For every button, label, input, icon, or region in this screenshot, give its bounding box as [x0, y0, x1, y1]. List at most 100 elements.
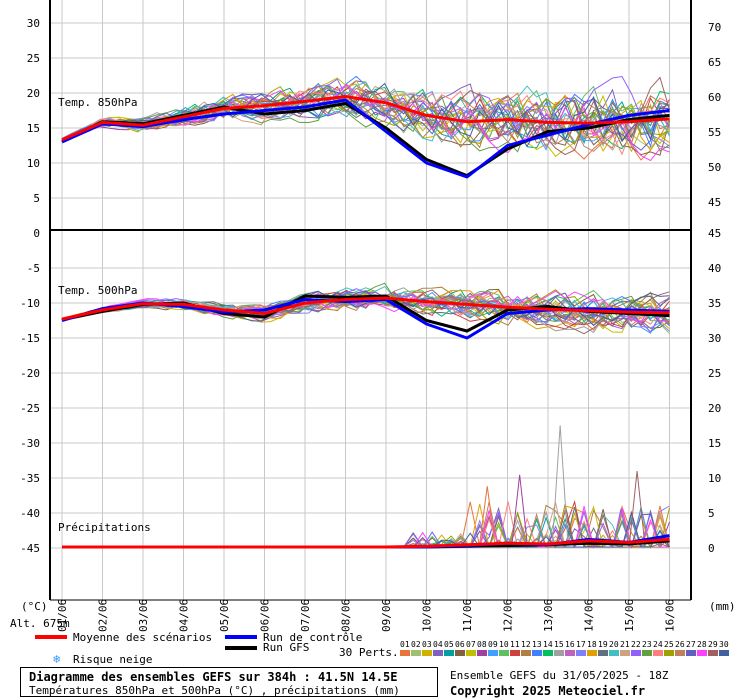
perturbation-legend: 01 02 03 04 05 06 07 08 09 10 11 12 13 14 15 16 17 18 19 20… [400, 640, 729, 656]
y-tick-left: -45 [20, 542, 40, 555]
pert-number: 23 [642, 640, 652, 649]
run-info: Ensemble GEFS du 31/05/2025 - 18Z [450, 669, 669, 682]
precip-peak [551, 425, 569, 548]
x-tick-label: 15/06 [623, 599, 636, 632]
pert-swatch [433, 650, 443, 656]
pert-number: 01 [400, 640, 410, 649]
member-850-line [61, 95, 670, 153]
x-tick-label: 14/06 [583, 599, 596, 632]
pert-swatch [719, 650, 729, 656]
pert-number: 22 [631, 640, 641, 649]
legend-gfs-label: Run GFS [263, 641, 309, 654]
y-tick-left: 15 [27, 122, 40, 135]
y-tick-right: 40 [708, 262, 721, 275]
x-tick-label: 04/06 [178, 599, 191, 632]
pert-number: 14 [543, 640, 553, 649]
pert-swatch [521, 650, 531, 656]
legend-mean-label: Moyenne des scénarios [73, 631, 212, 644]
x-tick-label: 09/06 [380, 599, 393, 632]
x-tick-label: 01/06 [56, 599, 69, 632]
pert-number: 20 [609, 640, 619, 649]
pert-swatch [664, 650, 674, 656]
pert-swatch [466, 650, 476, 656]
member-850-line [61, 76, 670, 156]
y-tick-left: 30 [27, 17, 40, 30]
chart-title-box: Diagramme des ensembles GEFS sur 384h : … [20, 667, 438, 697]
pert-swatch [675, 650, 685, 656]
y-tick-left: 0 [33, 227, 40, 240]
pert-swatch [510, 650, 520, 656]
x-tick-label: 10/06 [421, 599, 434, 632]
pert-number: 27 [686, 640, 696, 649]
y-tick-right: 25 [708, 367, 721, 380]
pert-number: 10 [499, 640, 509, 649]
y-tick-left: -35 [20, 472, 40, 485]
pert-swatch [686, 650, 696, 656]
chart-title: Diagramme des ensembles GEFS sur 384h : … [29, 670, 398, 684]
x-tick-label: 08/06 [340, 599, 353, 632]
chart-subtitle: Températures 850hPa et 500hPa (°C) , pré… [29, 684, 400, 697]
pert-swatch [455, 650, 465, 656]
pert-swatch [565, 650, 575, 656]
pert-number: 30 [719, 640, 729, 649]
pert-swatch [609, 650, 619, 656]
x-tick-label: 06/06 [259, 599, 272, 632]
y-tick-right: 65 [708, 56, 721, 69]
x-tick-label: 05/06 [218, 599, 231, 632]
pert-swatch [488, 650, 498, 656]
precip-peak [511, 474, 529, 548]
pert-number: 15 [554, 640, 564, 649]
pert-swatch [422, 650, 432, 656]
unit-left: (°C) [21, 600, 48, 613]
main-series [61, 95, 670, 549]
x-tick-label: 11/06 [461, 599, 474, 632]
legend-control-label: Run de contrôle [263, 631, 362, 644]
pert-number: 03 [422, 640, 432, 649]
y-tick-right: 5 [708, 507, 715, 520]
member-500-line [61, 290, 670, 323]
y-tick-left: -10 [20, 297, 40, 310]
y-tick-right: 55 [708, 126, 721, 139]
y-tick-right: 50 [708, 161, 721, 174]
pert-number: 18 [587, 640, 597, 649]
y-tick-left: 10 [27, 157, 40, 170]
pert-swatch [532, 650, 542, 656]
y-tick-right: 45 [708, 196, 721, 209]
y-tick-left: -15 [20, 332, 40, 345]
y-tick-right: 70 [708, 21, 721, 34]
x-tick-label: 13/06 [542, 599, 555, 632]
y-tick-right: 20 [708, 402, 721, 415]
pert-swatch [444, 650, 454, 656]
series-precip-0 [62, 537, 670, 549]
legend: Moyenne des scénarios Run de contrôle Ru… [35, 631, 729, 666]
pert-number: 02 [411, 640, 421, 649]
x-tick-label: 16/06 [664, 599, 677, 632]
y-tick-left: 5 [33, 192, 40, 205]
pert-swatch [554, 650, 564, 656]
pert-number: 24 [653, 640, 663, 649]
member-850-line [61, 83, 670, 151]
pert-number: 06 [455, 640, 465, 649]
pert-swatch [697, 650, 707, 656]
y-ticks-right: 45505560657075454035302520151050 [708, 21, 721, 555]
pert-number: 05 [444, 640, 454, 649]
snowflake-icon: ❄ [53, 652, 60, 666]
pert-number: 29 [708, 640, 718, 649]
pert-swatch [499, 650, 509, 656]
pert-number: 19 [598, 640, 608, 649]
legend-perts-label: 30 Perts. [339, 646, 399, 659]
pert-number: 04 [433, 640, 443, 649]
y-ticks-left: 0 5 10 15 20 25 30 -5 -10 -15 -20 -25 -30 -35 -40 -45 [20, 17, 40, 555]
pert-swatch [631, 650, 641, 656]
panel-label-850: Temp. 850hPa [58, 96, 137, 109]
pert-swatch [576, 650, 586, 656]
x-tick-label: 07/06 [299, 599, 312, 632]
y-tick-left: -30 [20, 437, 40, 450]
x-tick-label: 02/06 [97, 599, 110, 632]
series-500-0 [61, 296, 670, 321]
pert-swatch [653, 650, 663, 656]
pert-number: 09 [488, 640, 498, 649]
y-tick-right: 10 [708, 472, 721, 485]
pert-number: 25 [664, 640, 674, 649]
